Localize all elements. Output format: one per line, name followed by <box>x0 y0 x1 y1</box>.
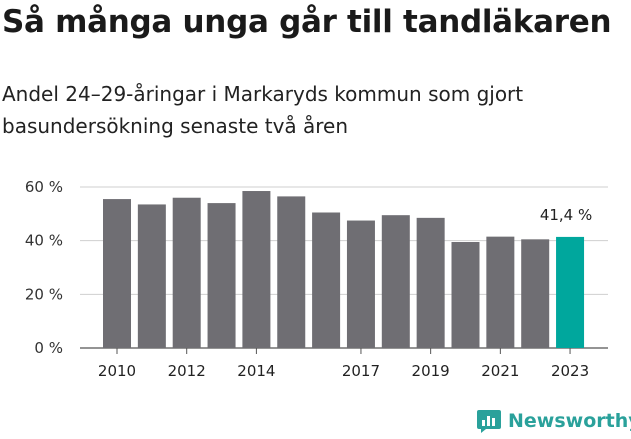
y-tick-label: 0 % <box>34 339 63 357</box>
bar-2012 <box>172 197 201 348</box>
bar-2011 <box>137 204 166 348</box>
bar-2023 <box>556 236 585 348</box>
bar-2022 <box>521 239 550 348</box>
chart-subtitle: Andel 24–29-åringar i Markaryds kommun s… <box>2 82 524 138</box>
bar-2014 <box>242 191 271 348</box>
newsworthy-chart-bubble-icon <box>477 410 501 433</box>
x-tick-label: 2014 <box>237 362 275 380</box>
chart-title: Så många unga går till tandläkaren <box>2 4 612 40</box>
bar-labels: 41,4 % <box>540 206 592 224</box>
bar-2018 <box>381 215 410 348</box>
y-tick-label: 60 % <box>25 178 63 196</box>
x-axis-ticks: 2010 2012 2014 2017 2019 2021 2023 <box>98 348 589 380</box>
bar-2013 <box>207 203 236 348</box>
bar-2017 <box>346 220 375 348</box>
y-tick-label: 40 % <box>25 232 63 250</box>
bar-2010 <box>103 199 131 348</box>
bar-2019 <box>416 217 445 348</box>
brand-name: Newsworthy <box>508 410 631 432</box>
grid-lines <box>80 186 608 349</box>
y-tick-label: 20 % <box>25 285 63 303</box>
bar-2016 <box>312 212 341 348</box>
x-tick-label: 2012 <box>168 362 206 380</box>
bar-chart: 0 % 20 % 40 % 60 % 2010 2012 2014 2017 2019 2021… <box>25 178 608 380</box>
y-axis-ticks: 0 % 20 % 40 % 60 % <box>25 178 63 357</box>
x-tick-label: 2017 <box>342 362 380 380</box>
x-tick-label: 2019 <box>412 362 450 380</box>
bar-2015 <box>277 196 306 348</box>
newsworthy-logo: Newsworthy <box>476 408 631 434</box>
bar-2020 <box>451 242 480 348</box>
bar-value-label: 41,4 % <box>540 206 592 224</box>
x-tick-label: 2023 <box>551 362 589 380</box>
x-tick-label: 2021 <box>481 362 519 380</box>
x-tick-label: 2010 <box>98 362 136 380</box>
bar-2021 <box>486 236 515 348</box>
bars <box>103 191 585 348</box>
